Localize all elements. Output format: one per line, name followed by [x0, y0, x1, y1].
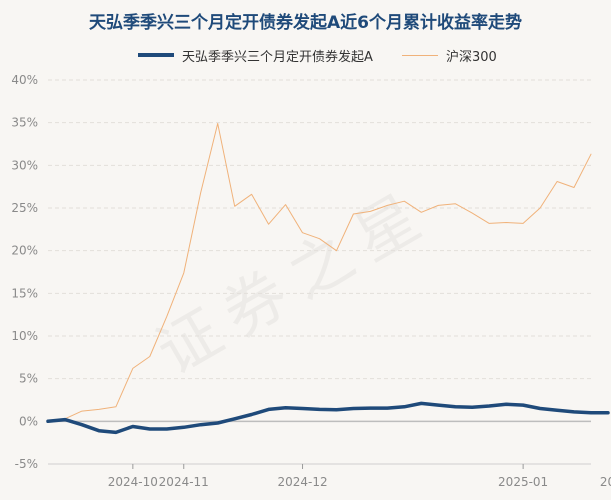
legend-label-hs300: 沪深300 [446, 49, 497, 65]
series-line-fund [46, 401, 610, 435]
legend-label-fund: 天弘季季兴三个月定开债券发起A [182, 49, 373, 65]
x-tick-label: 2024-12 [277, 475, 327, 489]
watermark: 证券之星 [144, 174, 444, 389]
series-line-hs300 [47, 123, 592, 422]
legend-swatch-hs300 [402, 54, 438, 56]
x-tick-label: 2025-02 [600, 475, 611, 489]
y-tick-label: 5% [19, 372, 38, 386]
y-tick-label: 0% [19, 414, 38, 428]
y-tick-label: 30% [11, 158, 38, 172]
y-tick-label: 40% [11, 73, 38, 87]
y-tick-label: 25% [11, 201, 38, 215]
legend-item-fund[interactable]: 天弘季季兴三个月定开债券发起A [138, 44, 373, 66]
y-tick-label: 15% [11, 286, 38, 300]
legend-swatch-fund [138, 53, 174, 57]
y-tick-label: -5% [15, 457, 38, 471]
x-tick-label: 2024-10 [108, 475, 158, 489]
legend: 天弘季季兴三个月定开债券发起A 沪深300 [0, 44, 611, 66]
y-tick-label: 35% [11, 116, 38, 130]
chart-title: 天弘季季兴三个月定开债券发起A近6个月累计收益率走势 [89, 13, 522, 33]
x-tick-label: 2024-11 [159, 475, 209, 489]
x-tick-label: 2025-01 [498, 475, 548, 489]
y-tick-label: 20% [11, 244, 38, 258]
legend-item-hs300[interactable]: 沪深300 [402, 44, 497, 66]
y-tick-label: 10% [11, 329, 38, 343]
